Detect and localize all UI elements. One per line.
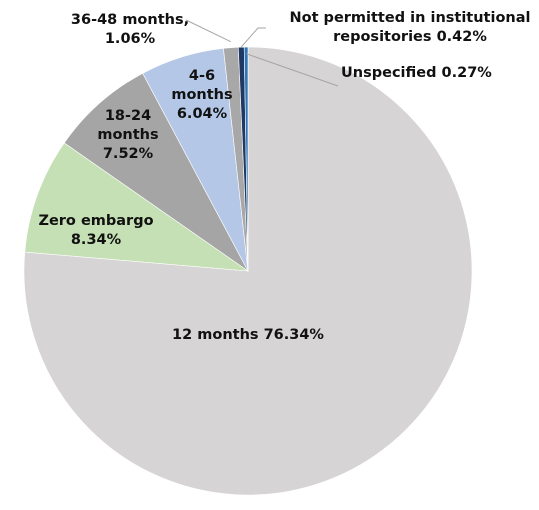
slice-labels: 12 months 76.34% Zero embargo 8.34% 18-24 mo… [38, 10, 530, 343]
pie-slice-zero-embargo [24, 142, 250, 272]
slice-label-not-permitted-in-institutional-repositories: Not permitted in institutional repositori… [289, 10, 530, 45]
slice-label-18-24-months: 18-24 months 7.52% [97, 108, 158, 162]
leader-line-36-48-months [185, 19, 232, 43]
slice-label-zero-embargo: Zero embargo 8.34% [38, 213, 153, 248]
slice-label-4-6-months: 4-6 months 6.04% [171, 68, 232, 122]
leader-line-not-permitted [240, 27, 266, 48]
pie-slice-18-24-months [63, 72, 249, 272]
pie-slices [23, 46, 473, 496]
slice-label-12-months: 12 months 76.34% [172, 327, 324, 343]
pie-slice-unspecified [243, 46, 249, 272]
leader-lines [185, 19, 339, 87]
slice-label-unspecified: Unspecified 0.27% [341, 65, 492, 81]
slice-label-36-48-months: 36-48 months, 1.06% [71, 12, 189, 47]
leader-line-unspecified [246, 53, 339, 87]
